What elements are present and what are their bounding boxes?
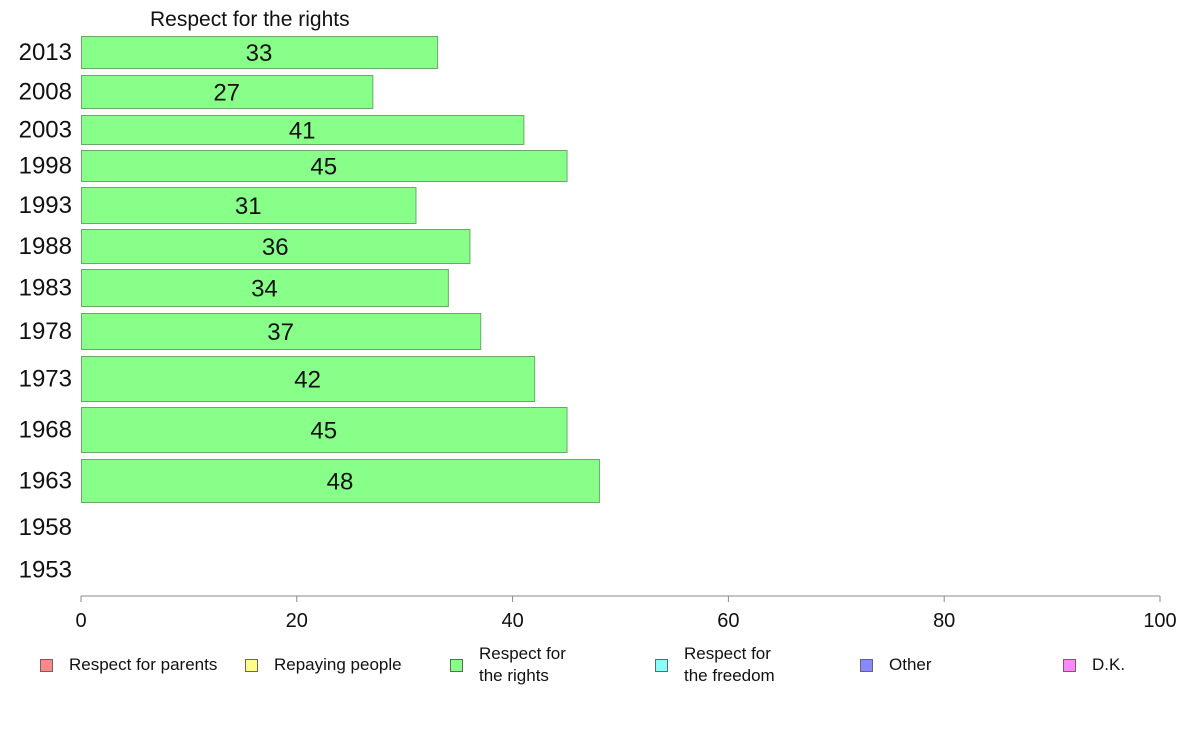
- x-axis: 0 20 40 60 80 100: [75, 595, 1177, 632]
- bar: [81, 229, 471, 264]
- bar: [81, 75, 374, 109]
- y-tick-label: 1953: [19, 557, 72, 584]
- y-tick-label: 2013: [19, 39, 72, 66]
- legend-label: Respect for the freedom: [684, 644, 775, 685]
- x-tick-label: 20: [286, 610, 308, 632]
- y-tick-label: 1973: [19, 366, 72, 393]
- y-tick-label: 1983: [19, 275, 72, 302]
- legend-swatch: [40, 658, 53, 672]
- x-tick-label: 40: [501, 610, 523, 632]
- bar-value-label: 34: [251, 276, 278, 303]
- bar: [81, 115, 525, 145]
- legend: Respect for parents Repaying people Resp…: [0, 640, 1188, 700]
- x-tick-label: 0: [75, 610, 86, 632]
- bar-value-label: 45: [310, 154, 337, 181]
- x-tick-label: 60: [717, 610, 739, 632]
- legend-swatch: [860, 658, 873, 672]
- y-tick-label: 1993: [19, 192, 72, 219]
- legend-label: D.K.: [1092, 655, 1126, 674]
- bar: [81, 36, 439, 69]
- bar: [81, 150, 568, 182]
- bar: [81, 187, 417, 224]
- legend-item-other: Other: [860, 654, 932, 676]
- bar-value-label: 45: [310, 418, 337, 445]
- bar: [81, 459, 600, 503]
- bar-value-label: 37: [267, 319, 294, 346]
- bar-value-label: 41: [289, 118, 316, 145]
- legend-label: Other: [889, 655, 932, 674]
- bar-value-label: 42: [294, 367, 321, 394]
- legend-swatch: [1063, 658, 1076, 672]
- y-tick-label: 1963: [19, 468, 72, 495]
- y-tick-label: 1998: [19, 153, 72, 180]
- y-tick-label: 2003: [19, 117, 72, 144]
- y-tick-label: 1968: [19, 417, 72, 444]
- bar-value-label: 31: [235, 193, 262, 220]
- x-tick-label: 100: [1143, 610, 1176, 632]
- bar: [81, 313, 482, 350]
- chart-title: Respect for the rights: [150, 8, 350, 31]
- y-tick-label: 2008: [19, 79, 72, 106]
- y-tick-label: 1988: [19, 233, 72, 260]
- bar-value-label: 33: [246, 40, 273, 67]
- bar: [81, 356, 536, 402]
- legend-label: Respect for the rights: [479, 644, 566, 685]
- y-tick-label: 1978: [19, 318, 72, 345]
- legend-label: Repaying people: [274, 655, 402, 674]
- bar-value-label: 48: [327, 469, 354, 496]
- bar: [81, 269, 449, 307]
- legend-item-respect-for-parents: Respect for parents: [40, 654, 217, 676]
- legend-item-respect-for-the-freedom: Respect for the freedom: [655, 643, 775, 687]
- bar: [81, 407, 568, 453]
- bar-rows: 2013 33 2008 27 2003 41 1998 45 1993 31 1988 36 1983…: [19, 36, 600, 584]
- bar-value-label: 27: [213, 80, 240, 107]
- legend-item-dk: D.K.: [1063, 654, 1125, 676]
- y-tick-label: 1958: [19, 514, 72, 541]
- bar-value-label: 36: [262, 234, 289, 261]
- legend-swatch: [245, 658, 258, 672]
- legend-item-respect-for-the-rights: Respect for the rights: [450, 643, 566, 687]
- legend-swatch: [655, 658, 668, 672]
- legend-swatch: [450, 658, 463, 672]
- legend-label: Respect for parents: [69, 655, 218, 674]
- legend-item-repaying-people: Repaying people: [245, 654, 402, 676]
- x-tick-label: 80: [933, 610, 955, 632]
